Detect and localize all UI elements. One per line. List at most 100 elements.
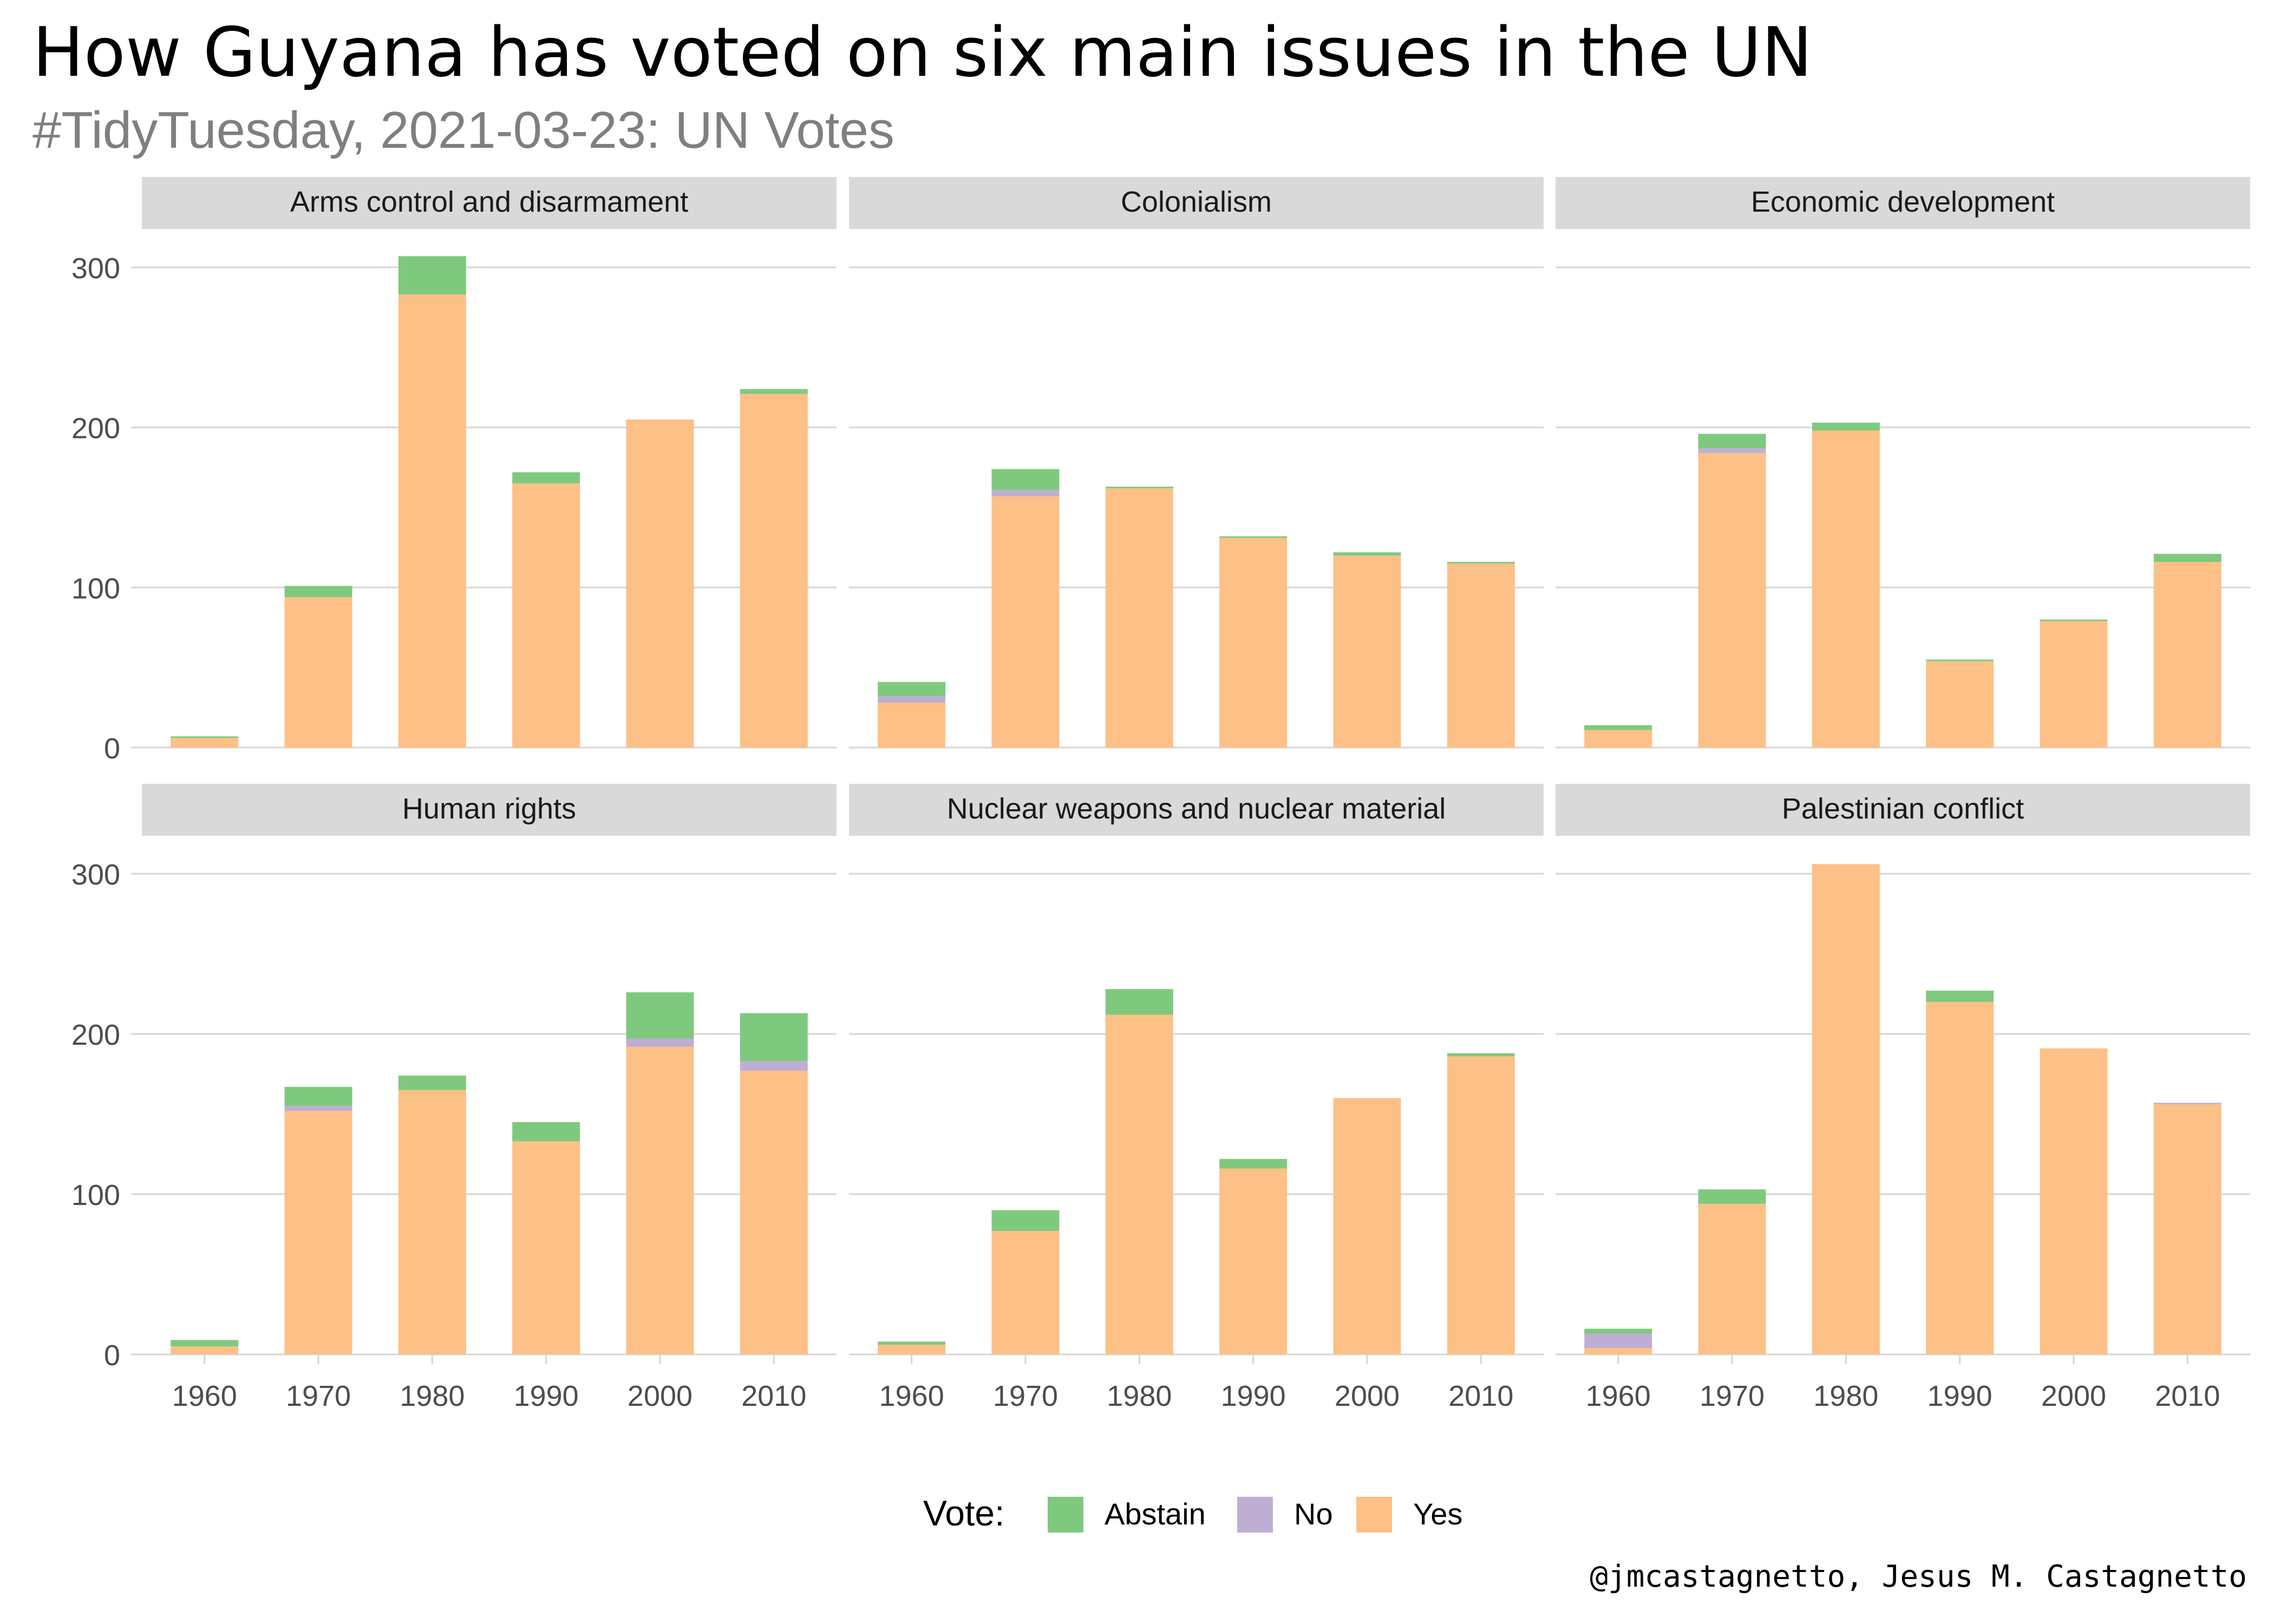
x-tick-label: 2010 [1448,1380,1513,1412]
bar-abstain-1970 [284,586,352,598]
bar-yes-2000 [1333,1098,1401,1354]
facet-panel: Nuclear weapons and nuclear material 1960… [849,784,1544,1412]
bar-abstain-1990 [1926,991,1994,1002]
bar-yes-2000 [1333,555,1401,748]
bar-yes-2010 [740,1071,808,1354]
bar-abstain-2000 [626,992,694,1039]
bar-abstain-1960 [171,736,239,738]
facet-strip [142,177,837,229]
bar-yes-1980 [1105,1014,1173,1354]
bar-abstain-1970 [991,1210,1060,1232]
bar-yes-1990 [1926,1001,1994,1354]
bar-yes-1990 [1219,1168,1288,1354]
facet-title: Economic development [1751,186,2055,218]
bar-yes-1970 [1698,1203,1766,1354]
bar-abstain-2000 [1333,552,1401,556]
bar-yes-1970 [991,496,1060,748]
y-tick-label: 200 [71,412,120,445]
legend-key-no [1237,1497,1273,1533]
bar-abstain-2010 [1447,561,1515,564]
bar-abstain-1980 [1812,422,1880,431]
bar-no-2010 [740,1061,808,1071]
facet-strip [849,784,1544,836]
x-tick-label: 1990 [514,1380,579,1412]
facet-strip [142,784,837,836]
bar-yes-1980 [1812,430,1880,748]
y-tick-label: 300 [71,252,120,285]
legend: Vote: Abstain No Yes [923,1493,1462,1533]
bar-yes-1960 [171,1346,239,1354]
bar-no-1960 [1584,1333,1652,1348]
bar-abstain-1970 [991,469,1060,490]
bar-yes-1960 [1584,730,1652,748]
y-tick-label: 300 [71,859,120,891]
bar-abstain-1970 [284,1086,352,1106]
x-tick-label: 1960 [879,1380,944,1412]
bar-no-1970 [991,489,1060,496]
bar-yes-1980 [398,1090,466,1354]
bar-abstain-1990 [1219,536,1288,538]
x-tick-label: 1970 [1700,1380,1765,1412]
bar-yes-2010 [1447,563,1515,748]
legend-label: Yes [1413,1497,1462,1531]
bar-no-1970 [1698,448,1766,453]
facet-strip [1556,177,2250,229]
chart-subtitle: #TidyTuesday, 2021-03-23: UN Votes [32,101,894,159]
bar-yes-1970 [284,1111,352,1354]
bar-yes-2000 [626,419,694,748]
x-tick-label: 2000 [2041,1380,2106,1412]
bar-yes-1980 [1105,488,1173,748]
bar-abstain-1960 [1584,1328,1652,1334]
facet-panel: Palestinian conflict 1960 1970 1980 1990 2000… [1556,784,2250,1412]
legend-label: Abstain [1105,1497,1206,1531]
x-tick-label: 1980 [400,1380,465,1412]
bar-abstain-2010 [740,389,808,394]
bar-abstain-1990 [1219,1158,1288,1169]
bar-yes-1990 [1926,661,1994,748]
bar-abstain-1990 [512,472,580,484]
x-tick-label: 2010 [741,1380,806,1412]
y-tick-label: 0 [104,1339,120,1372]
bar-abstain-1960 [171,1340,239,1347]
bar-abstain-1980 [398,256,466,295]
facet-title: Colonialism [1121,186,1272,218]
bar-abstain-1990 [512,1122,580,1142]
bar-abstain-2010 [740,1013,808,1062]
x-tick-label: 2000 [628,1380,692,1412]
legend-title: Vote: [923,1493,1004,1533]
bar-abstain-1960 [1584,725,1652,730]
bar-yes-2010 [1447,1056,1515,1354]
bar-yes-2000 [2040,1048,2108,1354]
y-tick-label: 100 [71,572,120,605]
facet-strip [1556,784,2250,836]
facet-title: Arms control and disarmament [290,186,688,218]
bar-yes-2010 [740,394,808,748]
facet-title: Human rights [402,793,576,825]
bar-yes-1960 [1584,1348,1652,1354]
bar-abstain-1990 [1926,659,1994,662]
bar-yes-1990 [512,1141,580,1354]
bar-yes-1970 [991,1231,1060,1354]
bar-abstain-2000 [2040,619,2108,621]
bar-yes-1960 [878,703,946,748]
legend-key-yes [1356,1497,1392,1533]
bar-yes-2000 [2040,621,2108,748]
x-tick-label: 1980 [1107,1380,1172,1412]
bar-yes-1960 [878,1345,946,1354]
facet-strip [849,177,1544,229]
bar-yes-1970 [1698,453,1766,748]
bar-abstain-1970 [1698,1189,1766,1204]
chart-title: How Guyana has voted on six main issues … [32,12,1813,92]
facet-title: Palestinian conflict [1782,793,2024,825]
bar-yes-2000 [626,1046,694,1354]
facet-panel: Economic development [1556,177,2250,749]
facet-panel: Arms control and disarmament 0 100 200 300 [71,177,837,765]
bar-abstain-1960 [878,682,946,697]
x-tick-label: 2000 [1335,1380,1400,1412]
bar-yes-1990 [1219,538,1288,748]
bar-abstain-2010 [1447,1053,1515,1057]
bar-no-2010 [2153,1103,2221,1105]
facet-panel: Colonialism [849,177,1544,749]
bar-no-1970 [284,1106,352,1111]
